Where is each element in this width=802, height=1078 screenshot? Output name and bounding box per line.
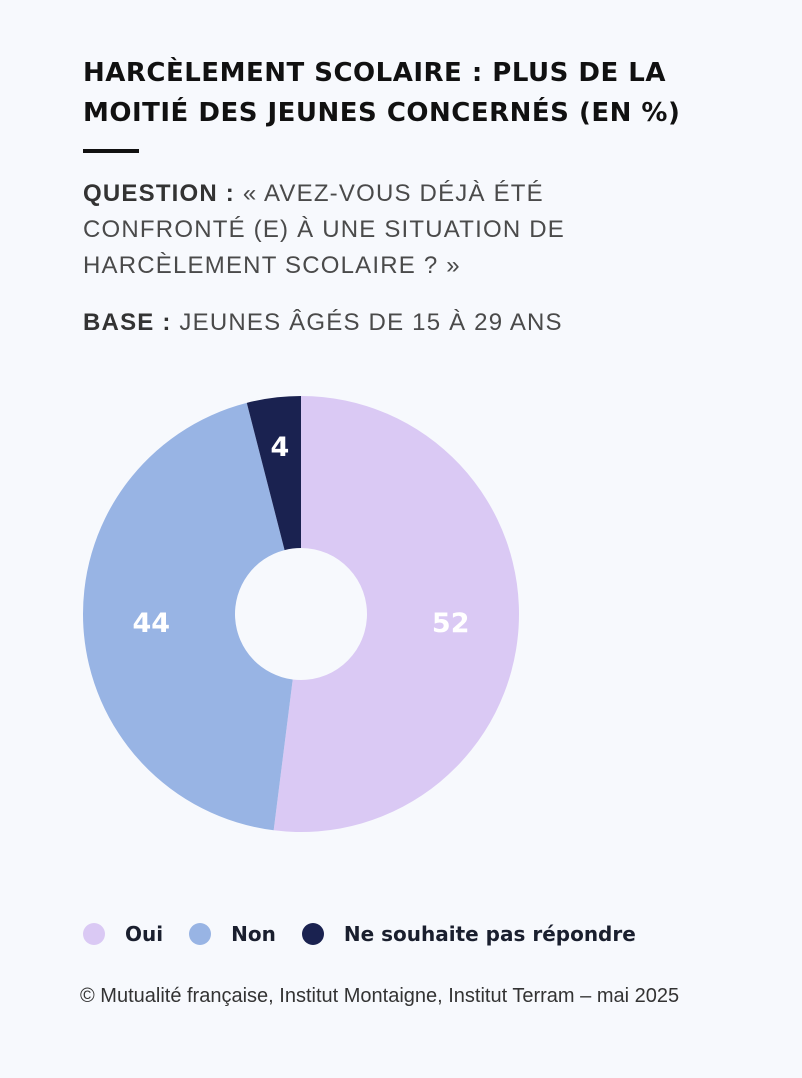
question-text: QUESTION : « AVEZ-VOUS DÉJÀ ÉTÉ CONFRONT…: [83, 176, 703, 284]
legend-item-no-answer: Ne souhaite pas répondre: [301, 922, 636, 946]
legend-swatch-no-answer: [301, 923, 324, 945]
legend-label-no-answer: Ne souhaite pas répondre: [343, 922, 636, 946]
legend-label-oui: Oui: [125, 922, 164, 946]
title-underline: [83, 149, 139, 153]
question-label: QUESTION :: [83, 180, 236, 207]
base-label: BASE :: [83, 309, 172, 336]
base-body: JEUNES ÂGÉS DE 15 À 29 ANS: [179, 309, 563, 336]
legend-swatch-oui: [83, 923, 105, 945]
legend-label-non: Non: [231, 922, 276, 946]
question-body: « AVEZ-VOUS DÉJÀ ÉTÉ CONFRONTÉ (E) À UNE…: [83, 180, 565, 279]
base-text: BASE : JEUNES ÂGÉS DE 15 À 29 ANS: [83, 305, 703, 341]
chart-title: HARCÈLEMENT SCOLAIRE : PLUS DE LA MOITIÉ…: [83, 58, 681, 128]
legend-item-non: Non: [189, 922, 276, 946]
slice-label-oui: 52: [432, 608, 470, 639]
chart-legend: Oui Non Ne souhaite pas répondre: [83, 917, 662, 951]
source-credit: © Mutualité française, Institut Montaign…: [80, 985, 680, 1007]
slice-label-no-answer: 4: [271, 432, 290, 463]
slice-label-non: 44: [133, 608, 171, 639]
legend-item-oui: Oui: [83, 922, 163, 946]
slice-non: [83, 402, 293, 831]
slice-no-answer: [246, 396, 301, 551]
legend-swatch-non: [189, 923, 212, 945]
slice-oui: [273, 396, 519, 832]
